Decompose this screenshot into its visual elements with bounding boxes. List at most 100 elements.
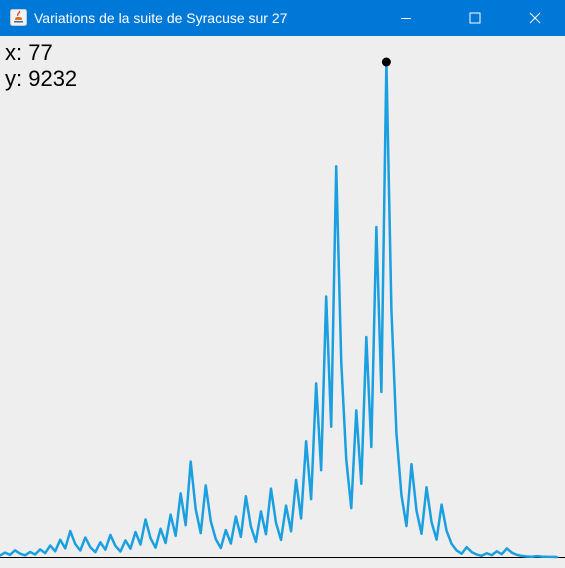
- data-point: [229, 542, 232, 545]
- data-point: [244, 495, 247, 498]
- data-point: [495, 550, 498, 553]
- plot-area[interactable]: x: 77 y: 9232: [0, 36, 565, 568]
- data-point: [410, 463, 413, 466]
- data-point: [144, 518, 147, 521]
- data-point: [295, 478, 298, 481]
- data-point: [189, 460, 192, 463]
- data-point: [540, 555, 543, 558]
- data-point: [209, 520, 212, 523]
- data-point: [305, 440, 308, 443]
- data-point: [505, 547, 508, 550]
- data-point: [119, 550, 122, 553]
- close-button[interactable]: [512, 0, 558, 36]
- data-point: [174, 534, 177, 537]
- data-point: [0, 554, 1, 557]
- data-point: [330, 425, 333, 428]
- minimize-icon: [401, 18, 411, 19]
- data-point: [485, 552, 488, 555]
- x-readout: x: 77: [5, 40, 53, 65]
- data-point: [355, 409, 358, 412]
- data-point: [380, 391, 383, 394]
- data-point: [535, 555, 538, 558]
- data-point: [365, 336, 368, 339]
- data-point: [54, 550, 57, 553]
- data-point: [335, 165, 338, 168]
- data-point: [34, 553, 37, 556]
- data-point: [269, 487, 272, 490]
- data-point: [134, 531, 137, 534]
- data-point: [9, 553, 12, 556]
- data-point: [164, 541, 167, 544]
- data-point: [290, 530, 293, 533]
- data-point: [44, 552, 47, 555]
- data-point: [345, 458, 348, 461]
- data-point: [239, 535, 242, 538]
- data-point: [109, 533, 112, 536]
- data-point: [320, 469, 323, 472]
- data-point: [480, 554, 483, 557]
- maximize-button[interactable]: [452, 0, 498, 36]
- data-point: [214, 538, 217, 541]
- data-point: [179, 492, 182, 495]
- data-point: [450, 542, 453, 545]
- data-point: [550, 555, 553, 558]
- data-point: [405, 525, 408, 528]
- highlight-marker: [381, 57, 391, 67]
- data-point: [425, 486, 428, 489]
- data-point: [154, 546, 157, 549]
- data-point: [204, 484, 207, 487]
- series-line: [0, 60, 558, 559]
- data-point: [360, 482, 363, 485]
- data-point: [4, 551, 7, 554]
- data-point: [455, 549, 458, 552]
- data-point: [315, 382, 318, 385]
- data-point: [520, 554, 523, 557]
- data-point: [139, 543, 142, 546]
- data-point: [69, 530, 72, 533]
- data-point: [435, 538, 438, 541]
- data-point: [420, 532, 423, 535]
- data-point: [59, 538, 62, 541]
- maximize-icon: [469, 12, 481, 24]
- data-point: [39, 548, 42, 551]
- data-point: [280, 538, 283, 541]
- data-point: [556, 555, 558, 558]
- data-point: [300, 517, 303, 520]
- data-point: [14, 549, 17, 552]
- syracuse-chart: [0, 57, 565, 559]
- data-point: [310, 498, 313, 501]
- data-point: [184, 524, 187, 527]
- data-point: [254, 540, 257, 543]
- data-point: [124, 539, 127, 542]
- data-point: [49, 544, 52, 547]
- data-point: [99, 541, 102, 544]
- data-point: [199, 532, 202, 535]
- data-point: [169, 513, 172, 516]
- data-point: [285, 504, 288, 507]
- y-readout: y: 9232: [5, 66, 78, 91]
- data-point: [500, 553, 503, 556]
- data-point: [259, 510, 262, 513]
- data-point: [159, 527, 162, 530]
- data-point: [510, 551, 513, 554]
- data-point: [375, 226, 378, 229]
- data-point: [114, 544, 117, 547]
- minimize-button[interactable]: [383, 0, 429, 36]
- data-point: [24, 554, 27, 557]
- data-point: [400, 494, 403, 497]
- data-point: [89, 546, 92, 549]
- data-point: [470, 551, 473, 554]
- data-point: [465, 546, 468, 549]
- data-point: [545, 555, 548, 558]
- data-point: [264, 533, 267, 536]
- title-bar[interactable]: Variations de la suite de Syracuse sur 2…: [0, 0, 565, 36]
- data-point: [490, 554, 493, 557]
- data-point: [19, 552, 22, 555]
- data-point: [104, 548, 107, 551]
- data-point: [350, 507, 353, 510]
- data-point: [84, 536, 87, 539]
- data-point: [129, 547, 132, 550]
- data-point: [340, 360, 343, 363]
- data-point: [224, 529, 227, 532]
- java-icon: [10, 9, 27, 26]
